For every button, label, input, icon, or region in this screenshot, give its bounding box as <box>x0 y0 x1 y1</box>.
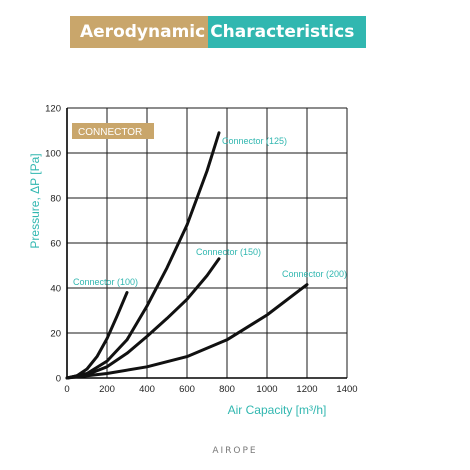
x-tick-label: 600 <box>179 384 195 395</box>
x-tick-label: 200 <box>99 384 115 395</box>
legend-box <box>72 123 154 139</box>
tick-labels: 0 200 400 600 800 1000 1200 1400 0 20 40 60 80 100 120 <box>45 104 357 396</box>
x-tick-label: 1000 <box>256 384 277 395</box>
series-line <box>65 291 129 380</box>
y-tick-label: 60 <box>50 239 61 250</box>
series-label: Connector (100) <box>73 277 138 287</box>
x-axis-label: Air Capacity [m³/h] <box>228 403 327 417</box>
series-line <box>65 257 221 380</box>
chart-title: Aerodynamic Characteristics <box>70 16 367 48</box>
series-line <box>65 283 309 380</box>
title-part-1: Aerodynamic <box>70 16 209 48</box>
pressure-chart: 0 200 400 600 800 1000 1200 1400 0 20 40 60 80 100 120… <box>28 104 358 418</box>
y-tick-label: 0 <box>56 374 61 385</box>
data-series <box>65 131 309 380</box>
y-tick-label: 40 <box>50 284 61 295</box>
legend-label: CONNECTOR <box>78 127 142 138</box>
y-tick-label: 20 <box>50 329 61 340</box>
x-tick-label: 0 <box>64 384 69 395</box>
x-tick-label: 800 <box>219 384 235 395</box>
x-tick-label: 1200 <box>296 384 317 395</box>
title-part-2: Characteristics <box>208 16 367 48</box>
series-label: Connector (125) <box>222 136 287 146</box>
x-tick-label: 1400 <box>336 384 357 395</box>
x-tick-label: 400 <box>139 384 155 395</box>
series-labels: Connector (100) Connector (125) Connector … <box>73 136 347 287</box>
series-label: Connector (150) <box>196 247 261 257</box>
series-label: Connector (200) <box>282 269 347 279</box>
series-line <box>65 131 221 380</box>
y-tick-label: 120 <box>45 104 61 115</box>
y-tick-label: 80 <box>50 194 61 205</box>
brand-logo: AIROPE <box>212 446 258 456</box>
y-axis-label: Pressure, ΔP [Pa] <box>28 153 42 248</box>
y-tick-label: 100 <box>45 149 61 160</box>
chart-axes <box>66 108 347 379</box>
